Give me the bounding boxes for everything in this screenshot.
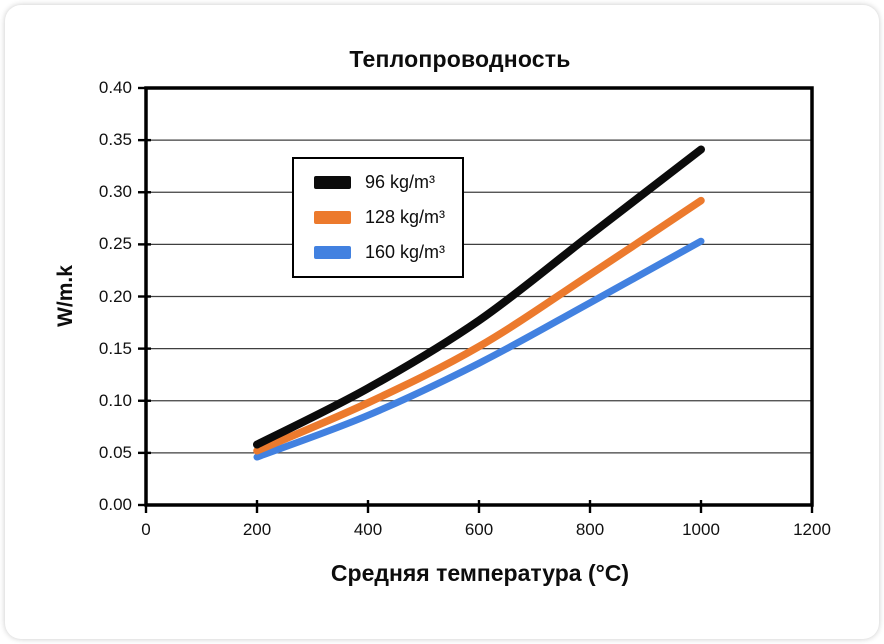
y-tick-label: 0.10: [98, 390, 132, 410]
x-tick-label: 1200: [793, 520, 831, 539]
x-tick-label: 0: [141, 520, 151, 539]
legend-label: 128 kg/m³: [365, 207, 446, 227]
y-tick-label: 0.30: [98, 182, 132, 202]
y-tick-label: 0.20: [98, 286, 132, 306]
series-line-128: [253, 196, 705, 455]
legend-item: 96 kg/m³: [314, 172, 462, 193]
y-tick-label: 0.00: [98, 495, 132, 514]
x-tick-label: 400: [353, 520, 383, 539]
y-tick-label: 0.25: [98, 234, 132, 254]
card-background: [5, 5, 879, 639]
chart-title: Теплопроводность: [349, 46, 571, 72]
y-tick-label: 0.05: [98, 442, 132, 462]
legend-swatch: [314, 211, 351, 224]
y-tick-label: 0.40: [98, 78, 132, 97]
legend-item: 128 kg/m³: [314, 207, 462, 228]
series-line-160: [253, 237, 705, 461]
y-tick-label: 0.35: [98, 130, 132, 150]
legend: 96 kg/m³ 128 kg/m³ 160 kg/m³: [292, 157, 464, 278]
x-tick-label: 1000: [682, 520, 720, 539]
x-tick-label: 600: [464, 520, 494, 539]
legend-item: 160 kg/m³: [314, 242, 462, 263]
legend-label: 96 kg/m³: [365, 172, 436, 192]
legend-swatch: [314, 176, 351, 189]
x-axis-label: Средняя температура (°C): [330, 560, 630, 586]
legend-label: 160 kg/m³: [365, 242, 446, 262]
x-tick-label: 800: [575, 520, 605, 539]
y-tick-label: 0.15: [98, 338, 132, 358]
series-line-96: [253, 145, 705, 449]
legend-swatch: [314, 246, 351, 259]
x-tick-label: 200: [242, 520, 272, 539]
